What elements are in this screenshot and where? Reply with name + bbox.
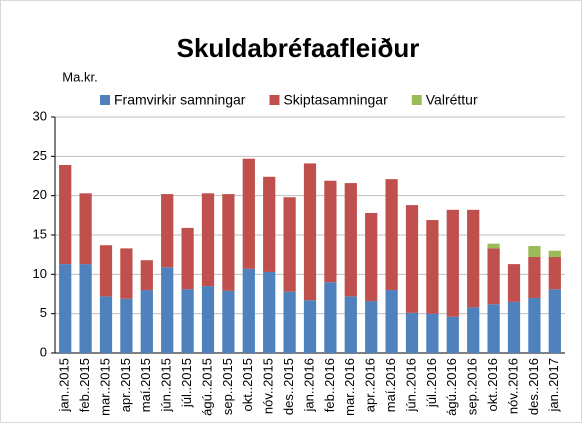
bar-segment [467,209,480,308]
x-tick-label: sep..2015 [220,358,235,415]
x-tick-label: okt..2015 [240,358,255,412]
bar-segment [181,289,194,353]
x-tick-label: nóv..2016 [505,358,520,414]
bar-segment [263,271,276,353]
x-tick-label: jún..2015 [159,358,174,413]
legend-swatch [411,95,422,105]
bar-segment [548,257,561,290]
bar-segment [140,260,153,291]
bar-segment [385,179,398,291]
bar-segment [181,227,194,290]
bar-segment [59,164,72,265]
bar-segment [201,286,215,353]
x-tick-label: jún..2016 [403,358,418,413]
bar-segment [405,205,419,313]
x-tick-label: jan..2016 [301,358,316,413]
bar-segment [365,212,378,302]
bar-segment [263,176,276,272]
bar-segment [528,257,541,298]
x-tick-label: maí.2015 [138,358,153,412]
bar-segment [79,264,92,353]
bar-segment [283,197,296,292]
x-tick-label: des..2016 [526,358,541,415]
bar-segment [467,307,480,353]
y-tick-label: 5 [40,305,47,320]
x-tick-label: mar..2015 [97,358,112,416]
x-tick-label: mar..2016 [342,358,357,416]
bar-segment [548,250,561,258]
x-tick-label: ágú..2015 [199,358,214,416]
bar-segment [344,183,357,297]
x-tick-label: feb..2016 [322,358,337,412]
x-tick-label: feb..2015 [77,358,92,412]
x-tick-label: okt..2016 [485,358,500,412]
x-tick-label: nóv..2015 [261,358,276,414]
bar-segment [283,291,296,353]
bar-segment [487,304,500,353]
bar-segment [99,245,113,297]
x-tick-label: júl..2016 [424,358,439,408]
bar-segment [79,193,92,265]
bar-segment [324,180,337,283]
legend-label: Skiptasamningar [283,92,388,108]
bar-segment [201,193,215,287]
bar-segment [548,289,561,353]
y-tick-label: 15 [33,226,47,241]
y-tick-label: 20 [33,187,47,202]
bar-segment [120,298,133,353]
x-tick-label: ágú..2016 [444,358,459,416]
bar-segment [385,290,398,353]
bar-segment [140,290,153,353]
bar-segment [242,268,255,353]
bar-segment [405,312,419,353]
bar-segment [161,267,174,353]
bar-segment [99,296,113,353]
bar-segment [487,243,500,249]
bar-segment [161,194,174,268]
bar-segment [303,163,317,301]
x-tick-label: apr..2015 [118,358,133,412]
x-tick-label: júl..2015 [179,358,194,408]
y-axis-label: Ma.kr. [62,69,97,84]
bar-segment [528,297,541,353]
legend-swatch [100,95,110,105]
bar-segment [487,248,500,305]
legend-label: Framvirkir samningar [114,92,246,108]
bar-segment [59,264,72,353]
bar-segment [324,282,337,353]
y-tick-label: 25 [33,148,47,163]
bar-segment [446,209,459,317]
bar-segment [120,248,133,299]
bar-segment [242,158,255,269]
y-tick-label: 30 [33,108,47,123]
x-tick-label: jan..2017 [546,358,561,413]
bar-segment [222,290,235,353]
bar-segment [303,300,317,353]
x-tick-label: des..2015 [281,358,296,415]
bar-segment [365,301,378,353]
x-tick-label: jan..2015 [57,358,72,413]
bar-segment [222,194,235,291]
x-tick-label: maí.2016 [383,358,398,412]
bar-segment [507,264,521,302]
chart-title: Skuldabréfaafleiður [177,33,420,63]
legend-swatch [269,95,280,105]
bar-segment [344,296,357,353]
bar-segment [426,313,439,353]
legend-label: Valréttur [426,92,478,108]
bar-segment [507,301,521,353]
y-tick-label: 0 [40,344,47,359]
bar-segment [528,246,541,258]
x-tick-label: sep..2016 [465,358,480,415]
y-tick-label: 10 [33,266,47,281]
x-tick-label: apr..2016 [363,358,378,412]
bar-segment [426,220,439,314]
bar-segment [446,316,459,353]
